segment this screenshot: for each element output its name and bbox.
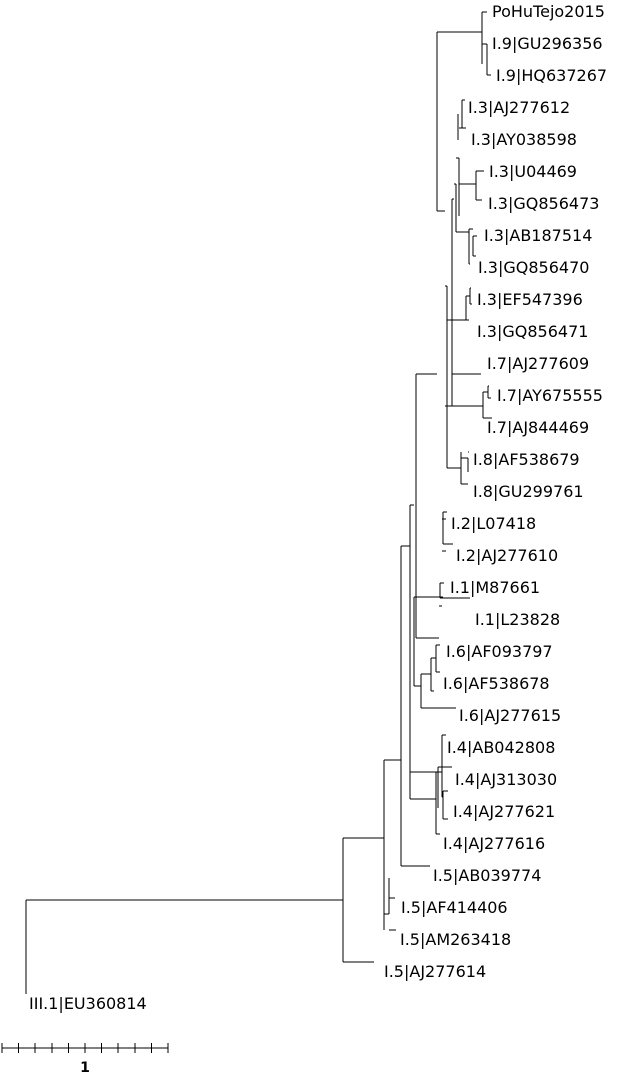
leaf-label: I.3|GQ856471: [477, 322, 588, 341]
leaf-label: I.4|AB042808: [447, 738, 555, 757]
leaf-label: I.3|AY038598: [471, 130, 577, 149]
leaf-label: I.3|EF547396: [477, 290, 583, 309]
leaf-label: I.7|AY675555: [497, 386, 603, 405]
leaf-label: I.3|GQ856470: [478, 258, 589, 277]
leaf-label: I.1|L23828: [475, 610, 560, 629]
leaf-label: I.3|AJ277612: [468, 98, 570, 117]
leaf-label: I.4|AJ313030: [455, 770, 557, 789]
leaf-label: I.5|AB039774: [433, 866, 541, 885]
leaf-label: I.9|HQ637267: [496, 66, 607, 85]
leaf-label: I.2|AJ277610: [456, 546, 558, 565]
leaf-label: I.6|AF093797: [446, 642, 553, 661]
scale-bar-label: 1: [80, 1060, 90, 1074]
scale-bar-ticks: [1, 1043, 169, 1053]
leaf-label: I.4|AJ277616: [443, 834, 545, 853]
tree-leaf-labels: PoHuTejo2015 I.9|GU296356 I.9|HQ637267 I…: [29, 2, 607, 1013]
leaf-label: I.8|GU299761: [473, 482, 584, 501]
leaf-label: I.7|AJ844469: [487, 418, 589, 437]
leaf-label: I.3|AB187514: [484, 226, 592, 245]
leaf-label: I.6|AF538678: [443, 674, 550, 693]
leaf-label: I.2|L07418: [451, 514, 536, 533]
leaf-label: I.3|GQ856473: [488, 194, 599, 213]
leaf-label: I.1|M87661: [450, 578, 540, 597]
leaf-label: I.7|AJ277609: [487, 354, 589, 373]
tree-branches: [25, 11, 492, 994]
leaf-label: I.6|AJ277615: [459, 706, 561, 725]
leaf-label: I.4|AJ277621: [453, 802, 555, 821]
leaf-label: III.1|EU360814: [29, 994, 147, 1013]
leaf-label: I.8|AF538679: [473, 450, 580, 469]
leaf-label: I.5|AF414406: [401, 898, 508, 917]
scale-bar: 1: [1, 1043, 169, 1074]
leaf-label: I.5|AJ277614: [384, 962, 486, 981]
leaf-label: PoHuTejo2015: [492, 2, 605, 21]
leaf-label: I.3|U04469: [489, 162, 577, 181]
leaf-label: I.9|GU296356: [492, 34, 603, 53]
leaf-label: I.5|AM263418: [400, 930, 511, 949]
